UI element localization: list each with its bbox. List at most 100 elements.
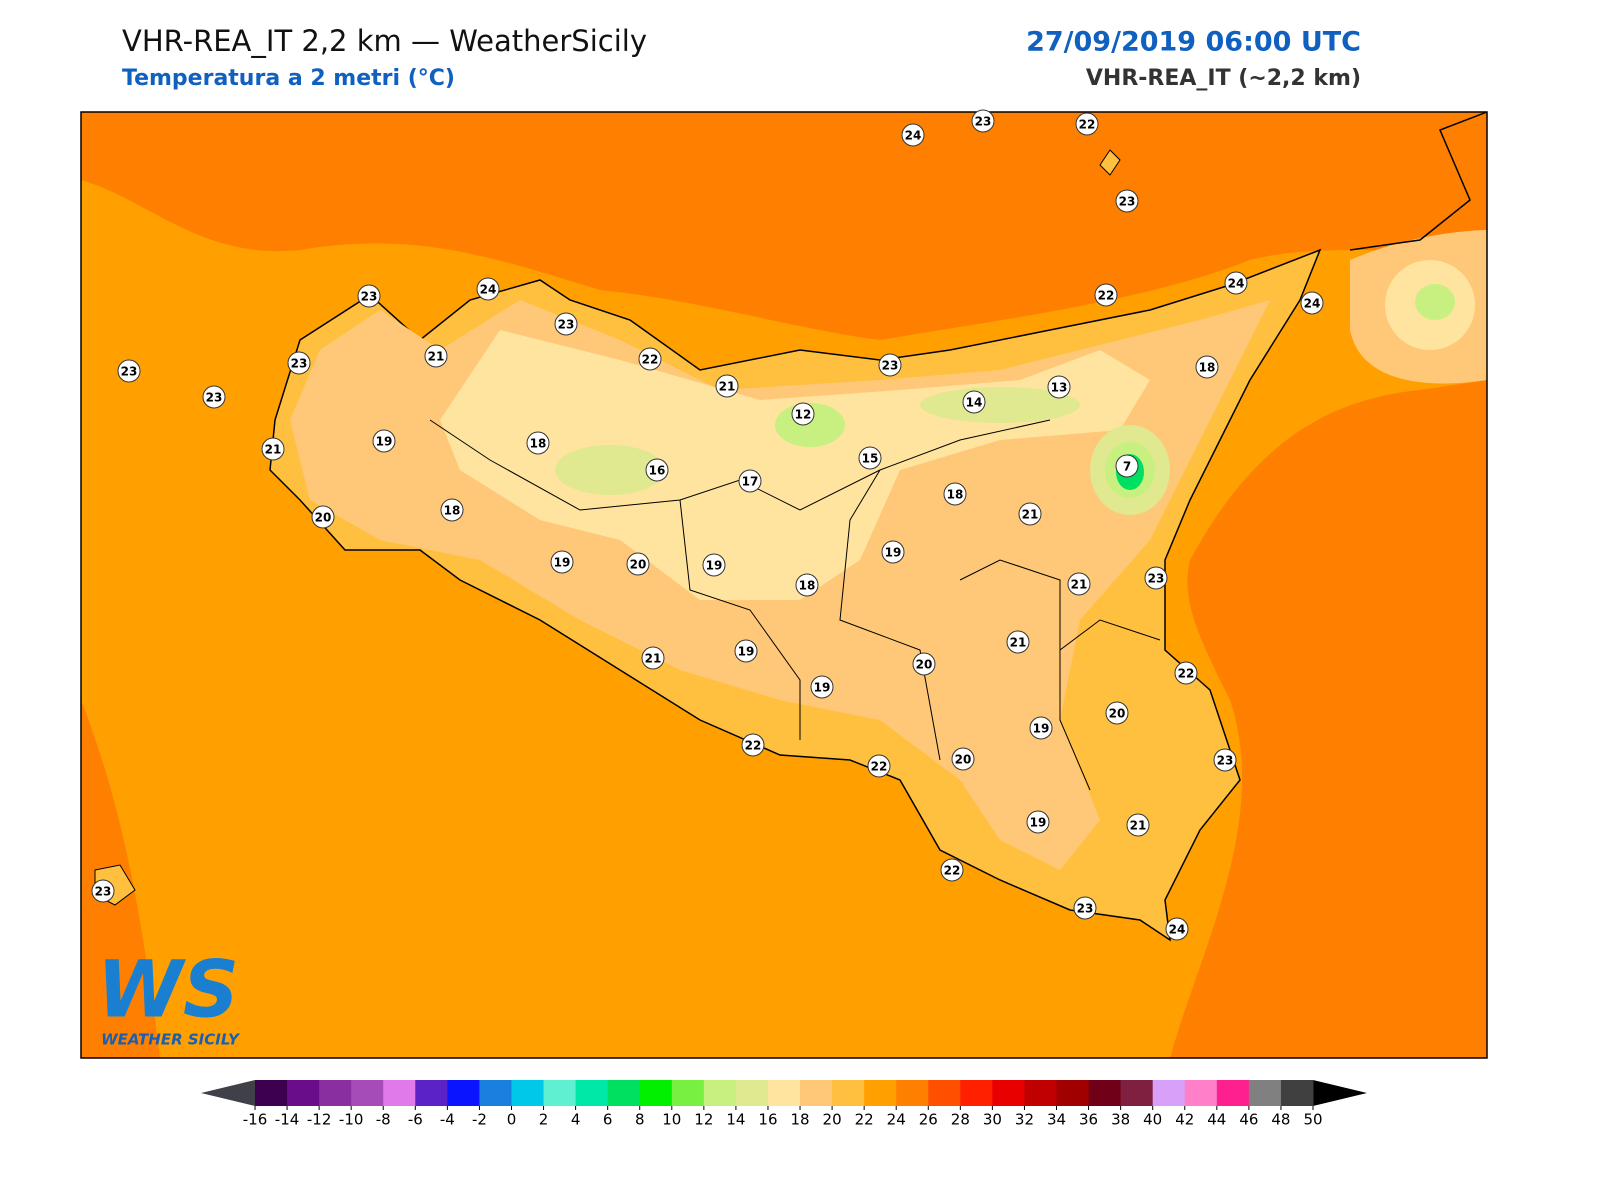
station-marker xyxy=(1047,375,1071,399)
station-marker xyxy=(117,359,141,383)
station-marker xyxy=(1026,810,1050,834)
station-marker xyxy=(202,385,226,409)
station-value: 23 xyxy=(1217,754,1234,768)
colorbar-bin xyxy=(255,1080,288,1106)
colorbar-label: 10 xyxy=(662,1111,681,1129)
colorbar-bin xyxy=(511,1080,545,1106)
colorbar-label: -6 xyxy=(408,1111,423,1129)
colorbar-bin xyxy=(864,1080,897,1106)
colorbar-bin xyxy=(800,1080,833,1106)
land xyxy=(1415,284,1455,320)
colorbar-bin xyxy=(703,1080,737,1106)
station-value: 17 xyxy=(742,475,759,489)
colorbar-bin xyxy=(575,1080,609,1106)
station-marker xyxy=(1115,189,1139,213)
station-marker xyxy=(287,351,311,375)
station-marker xyxy=(1029,716,1053,740)
station-marker xyxy=(881,540,905,564)
station-marker xyxy=(1018,502,1042,526)
station-marker xyxy=(741,733,765,757)
station-marker xyxy=(971,109,995,133)
station-marker xyxy=(550,550,574,574)
station-marker xyxy=(476,277,500,301)
colorbar-bin xyxy=(1056,1080,1090,1106)
station-marker xyxy=(795,573,819,597)
station-value: 24 xyxy=(1169,923,1186,937)
colorbar-bin xyxy=(543,1080,577,1106)
station-value: 18 xyxy=(799,579,816,593)
station-value: 18 xyxy=(444,504,461,518)
colorbar-bin xyxy=(767,1080,801,1106)
colorbar-bin xyxy=(287,1080,320,1106)
station-value: 21 xyxy=(265,443,282,457)
colorbar-bin xyxy=(319,1080,352,1106)
colorbar-label: -12 xyxy=(307,1111,332,1129)
colorbar-bin xyxy=(383,1080,416,1106)
model-label: VHR-REA_IT (~2,2 km) xyxy=(1086,66,1361,91)
colorbar-label: 34 xyxy=(1047,1111,1066,1129)
colorbar-bin xyxy=(639,1080,673,1106)
colorbar-bin xyxy=(1184,1080,1218,1106)
station-marker xyxy=(858,446,882,470)
station-marker xyxy=(715,374,739,398)
station-value: 20 xyxy=(630,558,647,572)
station-marker xyxy=(357,284,381,308)
station-value: 23 xyxy=(1148,572,1165,586)
station-value: 24 xyxy=(480,283,497,297)
colorbar-bin xyxy=(832,1080,865,1106)
colorbar-label: 22 xyxy=(855,1111,874,1129)
datetime: 27/09/2019 06:00 UTC xyxy=(1026,27,1361,58)
station-marker xyxy=(641,646,665,670)
colorbar-bin xyxy=(928,1080,961,1106)
station-marker xyxy=(867,754,891,778)
station-value: 23 xyxy=(1119,195,1136,209)
station-value: 13 xyxy=(1051,381,1068,395)
colorbar-label: 48 xyxy=(1271,1111,1290,1129)
station-marker xyxy=(554,312,578,336)
station-value: 22 xyxy=(1178,667,1195,681)
title: VHR-REA_IT 2,2 km — WeatherSicily xyxy=(122,24,647,58)
station-value: 19 xyxy=(1030,816,1047,830)
station-marker xyxy=(1213,748,1237,772)
colorbar-label: 4 xyxy=(571,1111,581,1129)
station-marker xyxy=(261,437,285,461)
colorbar-label: -8 xyxy=(376,1111,391,1129)
station-value: 18 xyxy=(947,488,964,502)
colorbar-bin xyxy=(1248,1080,1282,1106)
station-value: 15 xyxy=(862,452,879,466)
colorbar-label: 46 xyxy=(1239,1111,1258,1129)
colorbar-bin xyxy=(735,1080,769,1106)
station-value: 19 xyxy=(885,546,902,560)
station-marker xyxy=(943,482,967,506)
colorbar-bin xyxy=(607,1080,641,1106)
map xyxy=(81,112,1487,1058)
station-value: 23 xyxy=(975,115,992,129)
station-marker xyxy=(878,353,902,377)
station-marker xyxy=(734,639,758,663)
station-marker xyxy=(372,429,396,453)
colorbar-bin xyxy=(1216,1080,1250,1106)
colorbar-label: 50 xyxy=(1303,1111,1322,1129)
station-marker xyxy=(424,344,448,368)
station-value: 23 xyxy=(882,359,899,373)
station-marker xyxy=(791,402,815,426)
subtitle: Temperatura a 2 metri (°C) xyxy=(122,66,455,91)
colorbar-label: 30 xyxy=(983,1111,1002,1129)
station-marker xyxy=(1165,917,1189,941)
station-value: 21 xyxy=(1130,819,1147,833)
colorbar-label: -2 xyxy=(472,1111,487,1129)
station-value: 19 xyxy=(706,559,723,573)
station-value: 18 xyxy=(1199,361,1216,375)
station-marker xyxy=(1006,630,1030,654)
station-marker xyxy=(810,675,834,699)
station-marker xyxy=(940,858,964,882)
colorbar-bin xyxy=(1280,1080,1314,1106)
station-value: 23 xyxy=(95,885,112,899)
colorbar-label: -4 xyxy=(440,1111,455,1129)
highland xyxy=(555,445,665,495)
station-marker xyxy=(440,498,464,522)
colorbar-under xyxy=(201,1080,255,1106)
colorbar-bin xyxy=(415,1080,448,1106)
warm-sea xyxy=(81,112,1487,340)
colorbar-label: -16 xyxy=(243,1111,268,1129)
